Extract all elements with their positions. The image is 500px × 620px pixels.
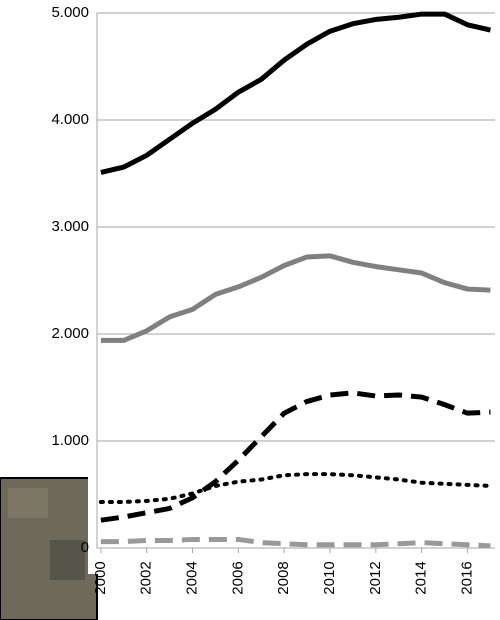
- series-line: [100, 253, 491, 343]
- x-tick-label: 2008: [275, 561, 292, 594]
- plot-background: [88, 14, 500, 574]
- x-tick-label: 2014: [413, 561, 430, 594]
- x-tick-label: 2012: [367, 561, 384, 594]
- y-tick-label: 2.000: [51, 325, 89, 342]
- x-tick-label: 2002: [138, 561, 155, 594]
- x-tick-label: 2000: [92, 561, 109, 594]
- x-tick-label: 2004: [184, 561, 201, 594]
- y-tick-label: 1.000: [51, 432, 89, 449]
- y-tick-label: 0: [81, 539, 89, 556]
- photo-texture: [50, 540, 85, 580]
- y-tick-label: 5.000: [51, 4, 89, 21]
- x-tick-label: 2006: [229, 561, 246, 594]
- series-line: [100, 390, 491, 523]
- y-tick-label: 4.000: [51, 111, 89, 128]
- series-line: [100, 536, 491, 549]
- photo-texture: [8, 488, 48, 518]
- series-line: [100, 11, 491, 175]
- y-tick-label: 3.000: [51, 218, 89, 235]
- series-line: [98, 472, 493, 504]
- x-tick-label: 2010: [321, 561, 338, 594]
- x-tick-label: 2016: [458, 561, 475, 594]
